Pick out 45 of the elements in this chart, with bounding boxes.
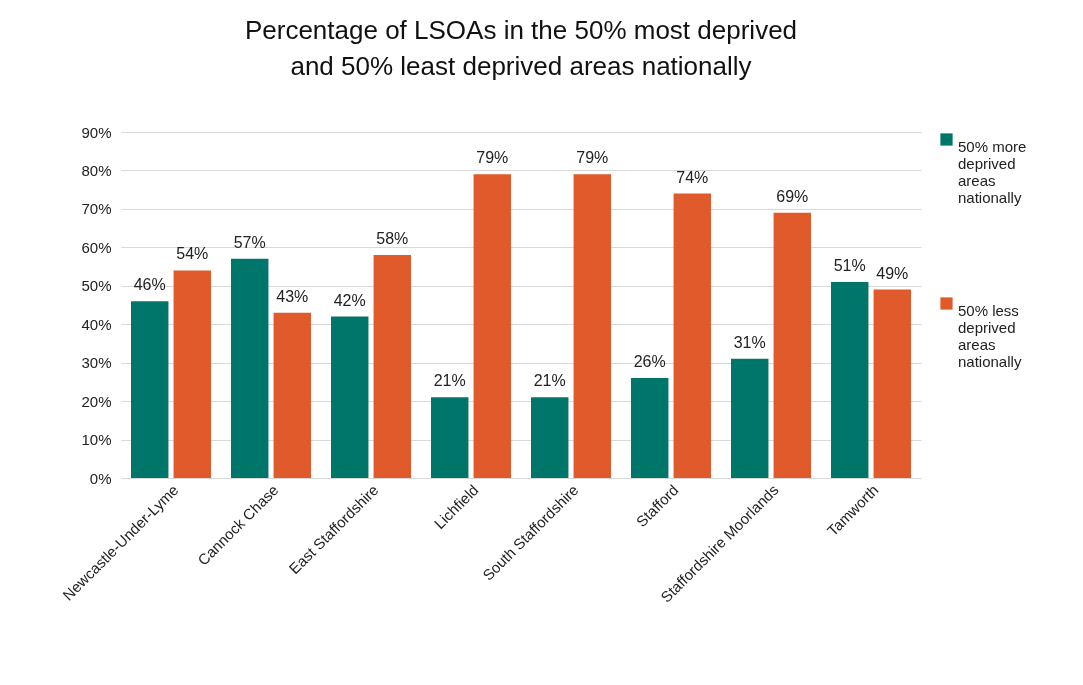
bar: [531, 397, 569, 478]
bar: [673, 193, 711, 478]
data-label: 57%: [233, 233, 266, 251]
bar: [131, 301, 169, 478]
bar: [231, 258, 269, 478]
y-tick-label: 10%: [81, 431, 112, 449]
bar: [273, 312, 311, 478]
data-label: 21%: [433, 372, 466, 390]
data-label: 49%: [876, 264, 909, 282]
data-label: 79%: [476, 149, 509, 167]
bar: [331, 316, 369, 478]
chart-title: Percentage of LSOAs in the 50% most deprived and 50% least deprived areas nationally: [244, 15, 798, 81]
y-tick-label: 50%: [81, 277, 112, 295]
bar: [731, 358, 769, 478]
data-label: 69%: [776, 187, 809, 205]
legend-label: 50% less deprived areas nationally: [958, 301, 1022, 370]
data-label: 43%: [276, 287, 309, 305]
data-label: 51%: [833, 256, 866, 274]
data-label: 42%: [333, 291, 366, 309]
bar: [831, 281, 869, 478]
y-tick-label: 30%: [81, 354, 112, 372]
y-tick-label: 20%: [81, 392, 112, 410]
y-tick-label: 90%: [81, 123, 112, 141]
data-label: 58%: [376, 230, 409, 248]
data-label: 79%: [576, 149, 609, 167]
legend-label: 50% more deprived areas nationally: [958, 137, 1027, 206]
bar: [773, 212, 811, 478]
y-tick-label: 40%: [81, 315, 112, 333]
bar: [573, 174, 611, 478]
bar: [873, 289, 911, 478]
data-label: 46%: [133, 276, 166, 294]
data-label: 26%: [633, 353, 666, 371]
y-tick-label: 0%: [89, 469, 112, 487]
bar: [431, 397, 469, 478]
data-label: 54%: [176, 245, 209, 263]
bar: [631, 378, 669, 478]
y-tick-label: 70%: [81, 200, 112, 218]
bar: [473, 174, 511, 478]
data-label: 31%: [733, 333, 766, 351]
bar: [373, 255, 411, 478]
y-tick-label: 60%: [81, 238, 112, 256]
bar: [173, 270, 211, 478]
data-label: 21%: [533, 372, 566, 390]
y-tick-label: 80%: [81, 161, 112, 179]
data-label: 74%: [676, 168, 709, 186]
